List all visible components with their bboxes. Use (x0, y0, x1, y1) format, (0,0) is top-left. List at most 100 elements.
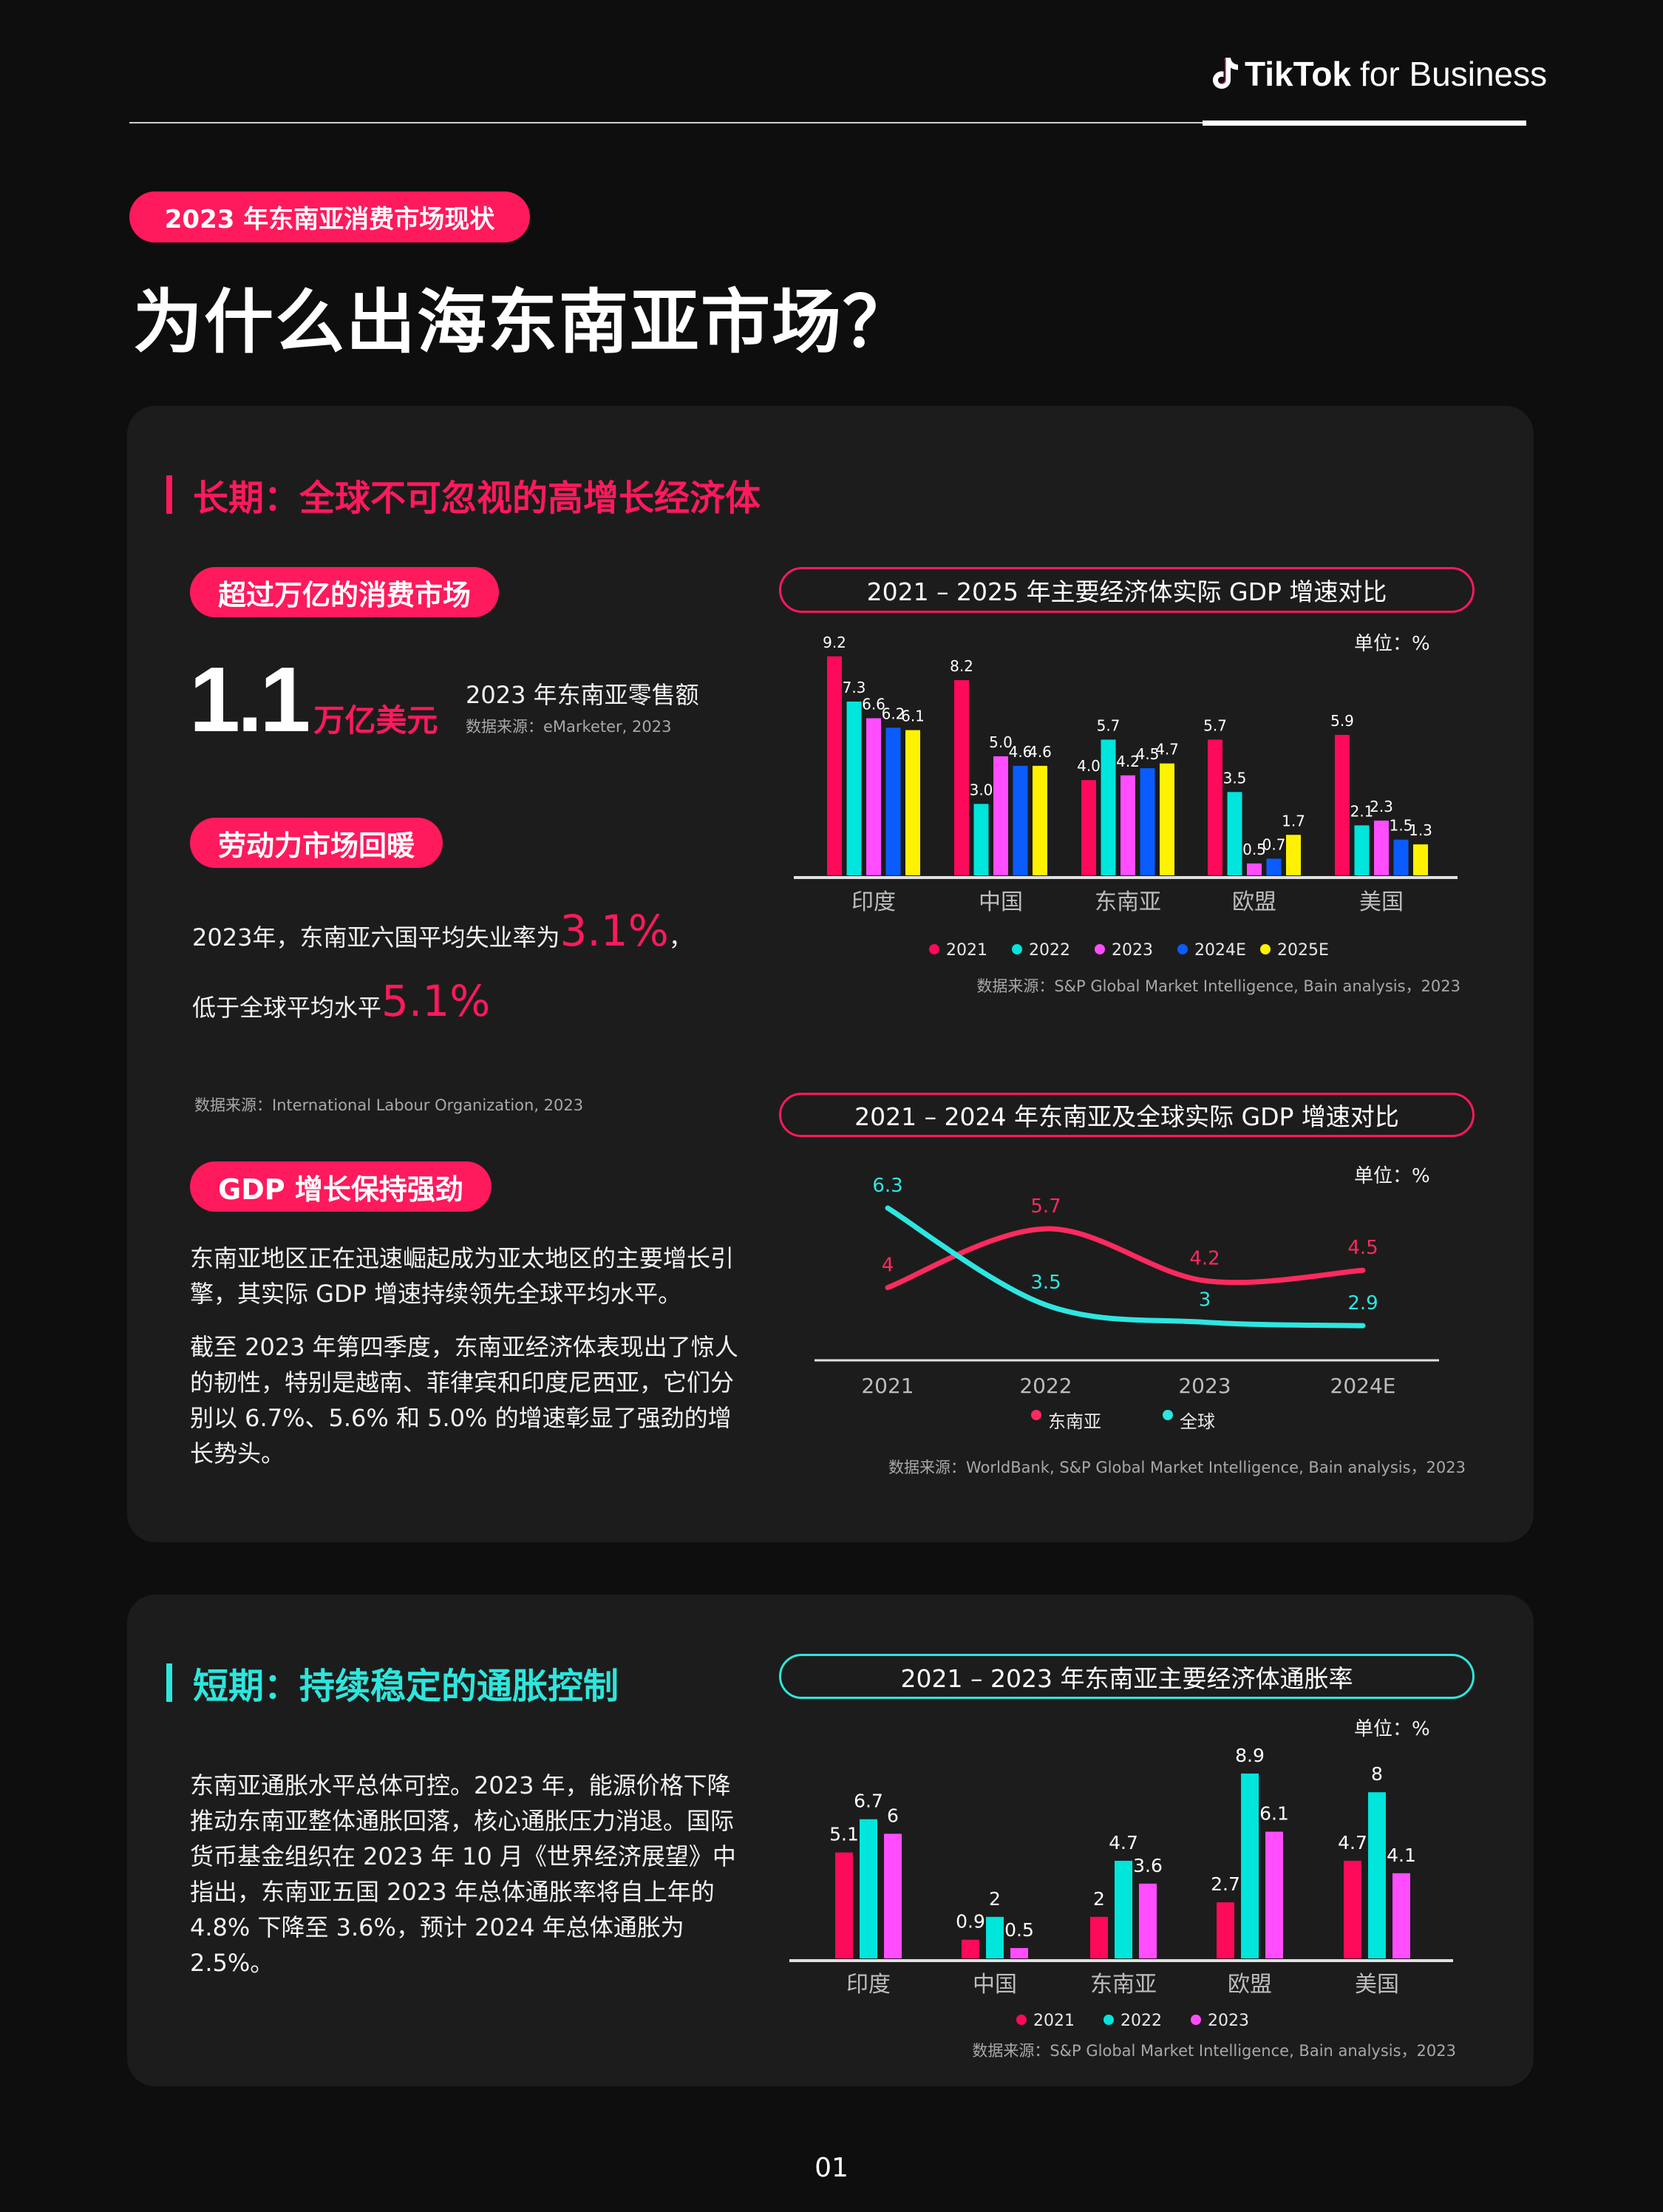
bar-2021 (1335, 735, 1350, 875)
bar-2021 (1081, 780, 1096, 875)
bar-2023 (993, 756, 1008, 875)
logo-brand: TikTok (1245, 55, 1351, 93)
category-label: 美国 (1359, 889, 1404, 915)
inflation-bar-chart: 5.16.76印度0.920.5中国24.73.6东南亚2.78.96.1欧盟4… (789, 1745, 1456, 2060)
bar-2021 (962, 1939, 979, 1958)
bar-value-label: 4.7 (1338, 1832, 1367, 1853)
legend-dot-2021 (1016, 2015, 1027, 2025)
retail-unit: 万亿美元 (313, 702, 438, 739)
long-term-heading: 长期：全球不可忽视的高增长经济体 (166, 469, 761, 520)
point-value-label: 4.2 (1189, 1247, 1220, 1269)
point-value-label: 4 (882, 1255, 894, 1277)
heading-accent-bar (166, 475, 172, 514)
bar-value-label: 8.2 (950, 657, 973, 675)
legend-label: 2021 (1033, 2012, 1075, 2030)
legend-label: 2023 (1112, 941, 1153, 960)
bar-value-label: 3.6 (1133, 1855, 1163, 1876)
labor-line-2: 低于全球平均水平 5.1% (192, 976, 490, 1026)
bar-2022 (986, 1916, 1004, 1958)
tiktok-for-business-logo: TikTok for Business (1209, 52, 1547, 96)
labor-market-pill: 劳动力市场回暖 (190, 818, 443, 868)
category-label: 美国 (1355, 1972, 1399, 1998)
bar-2022 (1227, 792, 1242, 875)
line-全球 (885, 1205, 1366, 1329)
category-label: 印度 (846, 1972, 891, 1998)
chart-source: 数据来源：S&P Global Market Intelligence, Bai… (976, 977, 1460, 995)
consumer-market-pill: 超过万亿的消费市场 (190, 567, 500, 617)
point-value-label: 4.5 (1347, 1237, 1378, 1259)
bar-value-label: 1.3 (1409, 821, 1432, 839)
point-value-label: 3.5 (1030, 1272, 1061, 1294)
labor-line2-text: 低于全球平均水平 (192, 994, 382, 1022)
bar-value-label: 5.7 (1203, 716, 1227, 734)
bar-2023 (1374, 820, 1389, 875)
category-label: 欧盟 (1232, 889, 1276, 915)
bar-2022 (1101, 739, 1116, 875)
bar-value-label: 5.1 (829, 1824, 859, 1845)
legend-dot-2023 (1095, 944, 1105, 954)
bar-2025E (1413, 844, 1428, 875)
bar-value-label: 5.7 (1097, 716, 1120, 734)
x-tick-label: 2023 (1178, 1374, 1231, 1398)
bar-value-label: 2.7 (1211, 1873, 1240, 1895)
bar-value-label: 4.2 (1116, 753, 1140, 770)
inflation-chart-title: 2021 – 2023 年东南亚主要经济体通胀率 (779, 1654, 1475, 1699)
page-number: 01 (815, 2153, 848, 2183)
inflation-paragraph: 东南亚通胀水平总体可控。2023 年，能源价格下降推动东南亚整体通胀回落，核心通… (190, 1771, 736, 1977)
logo-suffix: for Business (1360, 55, 1548, 93)
x-tick-label: 2024E (1330, 1374, 1396, 1398)
labor-source: 数据来源：International Labour Organization, … (194, 1096, 584, 1114)
bar-value-label: 5.9 (1330, 712, 1354, 730)
bar-2025E (1033, 765, 1047, 875)
bar-2022 (1354, 825, 1370, 875)
legend-label: 2025E (1277, 941, 1329, 960)
bar-2021 (835, 1852, 853, 1958)
bar-2024E (1013, 765, 1028, 875)
bar-value-label: 2 (1093, 1888, 1105, 1910)
bar-2025E (1286, 835, 1301, 875)
legend-label: 2023 (1208, 2012, 1249, 2030)
sea-unemployment-value: 3.1% (560, 906, 669, 956)
retail-desc: 2023 年东南亚零售额 (466, 681, 699, 709)
long-term-heading-text: 长期：全球不可忽视的高增长经济体 (193, 478, 761, 519)
bar-value-label: 4.6 (1028, 743, 1052, 761)
bar-value-label: 5.0 (989, 733, 1013, 751)
bar-value-label: 6.7 (854, 1791, 883, 1812)
bar-value-label: 6 (887, 1805, 899, 1826)
bar-value-label: 4.0 (1077, 757, 1101, 775)
short-term-heading-text: 短期：持续稳定的通胀控制 (193, 1666, 619, 1707)
bar-value-label: 1.5 (1390, 817, 1413, 835)
global-unemployment-value: 5.1% (381, 976, 491, 1026)
gdp-growth-pill: GDP 增长保持强劲 (190, 1161, 492, 1212)
bar-value-label: 2 (989, 1888, 1001, 1910)
point-value-label: 5.7 (1030, 1195, 1061, 1218)
labor-line1-punct: ， (668, 923, 693, 951)
gdp-paragraph-1: 东南亚地区正在迅速崛起成为亚太地区的主要增长引擎，其实际 GDP 增速持续领先全… (190, 1244, 735, 1308)
category-label: 中国 (973, 1972, 1017, 1998)
bar-value-label: 6.1 (901, 708, 925, 725)
bar-value-label: 4.5 (1136, 745, 1160, 763)
gdp-chart-unit: 单位：% (1354, 633, 1430, 655)
bar-value-label: 7.3 (843, 679, 866, 696)
bar-2022 (846, 701, 862, 875)
page-title: 为什么出海东南亚市场？ (133, 282, 914, 363)
bar-2023 (1392, 1873, 1410, 1958)
inflation-chart-unit: 单位：% (1354, 1718, 1430, 1740)
bar-value-label: 2.1 (1350, 802, 1374, 820)
labor-line1-text: 2023年，东南亚六国平均失业率为 (192, 923, 560, 951)
gdp-line-chart-unit: 单位：% (1354, 1165, 1430, 1187)
legend-dot-2025E (1260, 944, 1271, 954)
retail-source: 数据来源：eMarketer, 2023 (466, 718, 672, 736)
short-term-card (127, 1595, 1534, 2086)
bar-2025E (905, 730, 920, 875)
category-label: 东南亚 (1095, 889, 1161, 915)
bar-2025E (1160, 763, 1174, 875)
category-label: 中国 (979, 889, 1023, 915)
chart-source: 数据来源：WorldBank, S&P Global Market Intell… (888, 1459, 1466, 1476)
category-label: 欧盟 (1228, 1972, 1272, 1998)
legend-label: 东南亚 (1048, 1411, 1101, 1432)
bar-value-label: 8.9 (1235, 1745, 1265, 1766)
chart-source: 数据来源：S&P Global Market Intelligence, Bai… (972, 2042, 1456, 2060)
bar-2022 (973, 804, 989, 875)
bar-2024E (1140, 768, 1155, 875)
